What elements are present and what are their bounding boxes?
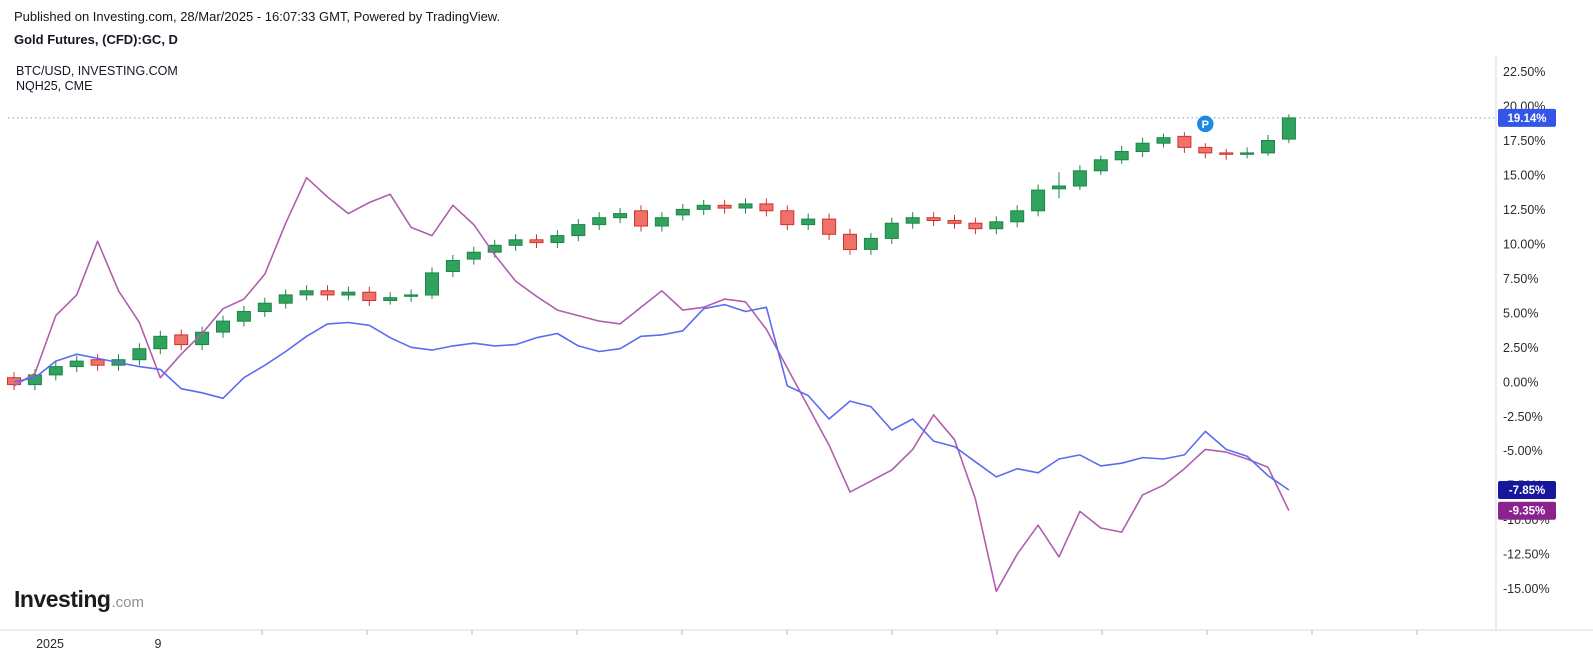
candle-body xyxy=(1198,146,1213,154)
candle-body xyxy=(529,239,544,244)
candle-body xyxy=(1177,135,1192,148)
gold-price-badge: 19.14% xyxy=(1498,108,1556,127)
nq-price-badge: -9.35% xyxy=(1498,501,1556,520)
candle-body xyxy=(759,203,774,212)
candle-body xyxy=(1156,137,1171,144)
candle-body xyxy=(1219,152,1234,155)
candle-body xyxy=(926,217,941,221)
candle-body xyxy=(1135,142,1150,152)
candle-body xyxy=(508,239,523,246)
candle-body xyxy=(1114,151,1129,161)
candle-body xyxy=(466,251,481,260)
candle-body xyxy=(90,359,105,366)
candle-body xyxy=(1052,185,1066,190)
candle-body xyxy=(1010,210,1025,223)
candle-body xyxy=(195,331,210,346)
x-axis-label: 2025 xyxy=(36,637,64,651)
candle-body xyxy=(383,297,398,302)
nq-line xyxy=(13,176,1290,593)
candle-body xyxy=(905,217,920,224)
candle-body xyxy=(174,334,189,346)
candle-body xyxy=(738,203,753,209)
y-axis-label: 17.50% xyxy=(1503,134,1545,148)
candle-body xyxy=(216,320,230,333)
candle-body xyxy=(445,260,460,272)
svg-text:19.14%: 19.14% xyxy=(1507,113,1546,125)
y-axis-label: 0.00% xyxy=(1503,375,1538,389)
candle-body xyxy=(1093,159,1108,172)
y-axis-label: 10.00% xyxy=(1503,237,1545,251)
y-axis[interactable]: 22.50%20.00%17.50%15.00%12.50%10.00%7.50… xyxy=(1495,55,1550,630)
svg-text:-9.35%: -9.35% xyxy=(1509,506,1545,518)
candle-body xyxy=(299,290,314,296)
candle-body xyxy=(1261,140,1275,154)
gold-candles-series xyxy=(7,114,1296,391)
y-axis-label: -2.50% xyxy=(1503,410,1543,424)
candle-body xyxy=(801,218,816,226)
y-axis-label: 15.00% xyxy=(1503,169,1545,183)
y-axis-label: 5.00% xyxy=(1503,306,1538,320)
candle-body xyxy=(257,302,272,313)
published-line: Published on Investing.com, 28/Mar/2025 … xyxy=(14,9,501,24)
candle-body xyxy=(1072,170,1087,187)
svg-text:-7.85%: -7.85% xyxy=(1509,485,1545,497)
candle-body xyxy=(404,294,419,297)
btc-price-badge: -7.85% xyxy=(1498,481,1556,499)
legend-nq: NQH25, CME xyxy=(16,78,93,93)
btc-line xyxy=(13,303,1290,491)
candle-body xyxy=(675,208,690,216)
y-axis-label: -12.50% xyxy=(1503,548,1550,562)
candle-body xyxy=(236,311,251,322)
candle-body xyxy=(341,291,356,296)
investing-logo: Investing.com xyxy=(14,586,144,613)
candle-body xyxy=(425,272,439,296)
candle-body xyxy=(1281,117,1296,140)
candle-body xyxy=(613,213,628,219)
candle-body xyxy=(968,222,983,230)
logo-text: Investing xyxy=(14,586,111,612)
candle-body xyxy=(278,294,293,304)
candle-body xyxy=(780,210,795,226)
x-axis[interactable]: 2025 9 xyxy=(0,629,1593,651)
svg-text:P: P xyxy=(1202,119,1209,131)
y-axis-label: 22.50% xyxy=(1503,65,1545,79)
candle-body xyxy=(132,348,147,361)
candle-body xyxy=(947,220,962,224)
candle-body xyxy=(1031,189,1046,212)
candle-body xyxy=(69,360,84,368)
candle-body xyxy=(654,217,669,227)
instrument-title: Gold Futures, (CFD):GC, D xyxy=(14,32,178,47)
candle-body xyxy=(153,335,168,350)
candle-body xyxy=(320,290,335,296)
candle-body xyxy=(717,204,732,209)
candle-body xyxy=(884,222,899,239)
candle-body xyxy=(487,244,502,253)
candle-body xyxy=(1240,152,1255,155)
candle-body xyxy=(863,237,878,250)
candle-body xyxy=(362,291,377,302)
candle-body xyxy=(696,204,711,210)
publish-marker[interactable]: P xyxy=(1195,114,1216,134)
candle-body xyxy=(48,366,63,376)
candle-body xyxy=(843,233,857,251)
y-axis-label: 2.50% xyxy=(1503,341,1538,355)
candle-body xyxy=(592,217,607,226)
candle-body xyxy=(822,218,837,235)
y-axis-label: 12.50% xyxy=(1503,203,1545,217)
logo-suffix: .com xyxy=(111,594,144,611)
candle-body xyxy=(634,210,648,227)
y-axis-label: -15.00% xyxy=(1503,582,1550,596)
x-axis-label: 9 xyxy=(155,637,162,651)
y-axis-label: 7.50% xyxy=(1503,272,1538,286)
candle-body xyxy=(571,224,586,237)
candle-body xyxy=(989,221,1004,230)
candle-body xyxy=(550,235,565,244)
legend-btc: BTC/USD, INVESTING.COM xyxy=(16,64,178,78)
y-axis-label: -5.00% xyxy=(1503,444,1543,458)
chart-legend: BTC/USD, INVESTING.COM NQH25, CME xyxy=(16,64,178,93)
